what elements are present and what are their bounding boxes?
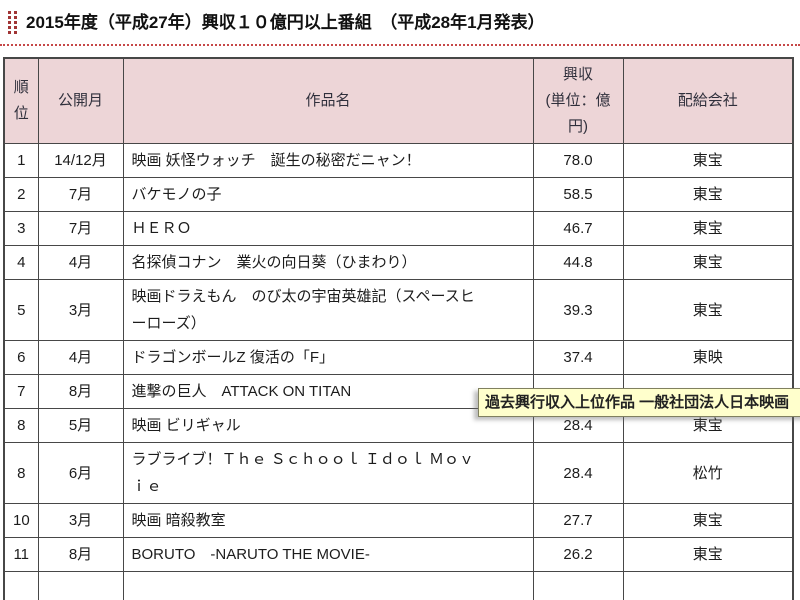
cell-rank: 4 — [3, 245, 39, 280]
cell-distributor: 東宝 — [622, 177, 794, 212]
cell-revenue: 28.4 — [532, 442, 624, 504]
cell-month: 3月 — [37, 503, 124, 538]
cell-rank: 2 — [3, 177, 39, 212]
table-row: 6 4月 ドラゴンボールZ 復活の「F」 37.4 東映 — [3, 340, 794, 375]
cell-title: ドラゴンボールZ 復活の「F」 — [122, 340, 534, 375]
cell-rank: 1 — [3, 143, 39, 178]
cell-rank: 7 — [3, 374, 39, 409]
cell-revenue: 39.3 — [532, 279, 624, 341]
cell-title: BORUTO -NARUTO THE MOVIE- — [122, 537, 534, 572]
cell-rank: 5 — [3, 279, 39, 341]
cell-revenue: 44.8 — [532, 245, 624, 280]
cell-month: 4月 — [37, 245, 124, 280]
cell-revenue: 37.4 — [532, 340, 624, 375]
cell-rank — [3, 571, 39, 600]
cell-distributor: 東宝 — [622, 279, 794, 341]
cell-distributor: 東宝 — [622, 503, 794, 538]
cell-distributor: 東映 — [622, 340, 794, 375]
cell-rank: 6 — [3, 340, 39, 375]
cell-rank: 10 — [3, 503, 39, 538]
table-header-row: 順 位 公開月 作品名 興収 (単位：億 円) 配給会社 — [3, 57, 794, 144]
cell-month: 3月 — [37, 279, 124, 341]
cell-title: 映画 暗殺教室 — [122, 503, 534, 538]
cell-distributor — [622, 571, 794, 600]
cell-distributor: 東宝 — [622, 143, 794, 178]
cell-title: 名探偵コナン 業火の向日葵（ひまわり） — [122, 245, 534, 280]
cell-distributor: 東宝 — [622, 245, 794, 280]
cell-month: 8月 — [37, 374, 124, 409]
cell-revenue — [532, 571, 624, 600]
cell-month: 8月 — [37, 537, 124, 572]
cell-title: 映画 妖怪ウォッチ 誕生の秘密だニャン！ — [122, 143, 534, 178]
table-row: 11 8月 BORUTO -NARUTO THE MOVIE- 26.2 東宝 — [3, 537, 794, 572]
cell-title: 進撃の巨人 ATTACK ON TITAN — [122, 374, 534, 409]
header-title: 作品名 — [122, 57, 534, 144]
table-row: 10 3月 映画 暗殺教室 27.7 東宝 — [3, 503, 794, 538]
header-rank: 順 位 — [3, 57, 39, 144]
box-office-table: 順 位 公開月 作品名 興収 (単位：億 円) 配給会社 1 14/12月 映画 妖… — [3, 57, 794, 600]
cell-month: 6月 — [37, 442, 124, 504]
table-row: 8 6月 ラブライブ！Ｔｈｅ Ｓｃｈｏｏｌ Ｉｄｏｌ Ｍｏｖ ｉｅ 28.4 松竹 — [3, 442, 794, 504]
cell-title — [122, 571, 534, 600]
cell-revenue: 26.2 — [532, 537, 624, 572]
cell-distributor: 松竹 — [622, 442, 794, 504]
table-row-partial — [3, 571, 794, 600]
header-month: 公開月 — [37, 57, 124, 144]
table-row: 3 7月 ＨＥＲＯ 46.7 東宝 — [3, 211, 794, 246]
cell-title: 映画ドラえもん のび太の宇宙英雄記（スペースヒ ーローズ） — [122, 279, 534, 341]
cell-month: 5月 — [37, 408, 124, 443]
cell-revenue: 27.7 — [532, 503, 624, 538]
page-title: 2015年度（平成27年）興収１０億円以上番組 （平成28年1月発表） — [26, 13, 545, 32]
table-row: 1 14/12月 映画 妖怪ウォッチ 誕生の秘密だニャン！ 78.0 東宝 — [3, 143, 794, 178]
cell-revenue: 58.5 — [532, 177, 624, 212]
page-header: 2015年度（平成27年）興収１０億円以上番組 （平成28年1月発表） — [0, 0, 800, 36]
cell-title: バケモノの子 — [122, 177, 534, 212]
cell-distributor: 東宝 — [622, 537, 794, 572]
cell-title: 映画 ビリギャル — [122, 408, 534, 443]
table-row: 2 7月 バケモノの子 58.5 東宝 — [3, 177, 794, 212]
header-revenue: 興収 (単位：億 円) — [532, 57, 624, 144]
cell-month: 7月 — [37, 177, 124, 212]
cell-rank: 11 — [3, 537, 39, 572]
cell-revenue: 46.7 — [532, 211, 624, 246]
cell-rank: 3 — [3, 211, 39, 246]
cell-rank: 8 — [3, 408, 39, 443]
table-header: 順 位 公開月 作品名 興収 (単位：億 円) 配給会社 — [3, 57, 794, 144]
cell-title: ラブライブ！Ｔｈｅ Ｓｃｈｏｏｌ Ｉｄｏｌ Ｍｏｖ ｉｅ — [122, 442, 534, 504]
table-row: 4 4月 名探偵コナン 業火の向日葵（ひまわり） 44.8 東宝 — [3, 245, 794, 280]
cell-month: 7月 — [37, 211, 124, 246]
table-body: 1 14/12月 映画 妖怪ウォッチ 誕生の秘密だニャン！ 78.0 東宝 2 7月 バケモノ… — [3, 143, 794, 600]
cell-month: 4月 — [37, 340, 124, 375]
cell-rank: 8 — [3, 442, 39, 504]
red-dots-bullet-icon — [8, 11, 17, 34]
cell-month — [37, 571, 124, 600]
cell-month: 14/12月 — [37, 143, 124, 178]
cell-distributor: 東宝 — [622, 211, 794, 246]
dotted-divider — [0, 44, 800, 46]
cell-title: ＨＥＲＯ — [122, 211, 534, 246]
table-row: 5 3月 映画ドラえもん のび太の宇宙英雄記（スペースヒ ーローズ） 39.3 東宝 — [3, 279, 794, 341]
hover-tooltip: 過去興行収入上位作品 一般社団法人日本映画 — [478, 388, 800, 417]
header-distributor: 配給会社 — [622, 57, 794, 144]
cell-revenue: 78.0 — [532, 143, 624, 178]
